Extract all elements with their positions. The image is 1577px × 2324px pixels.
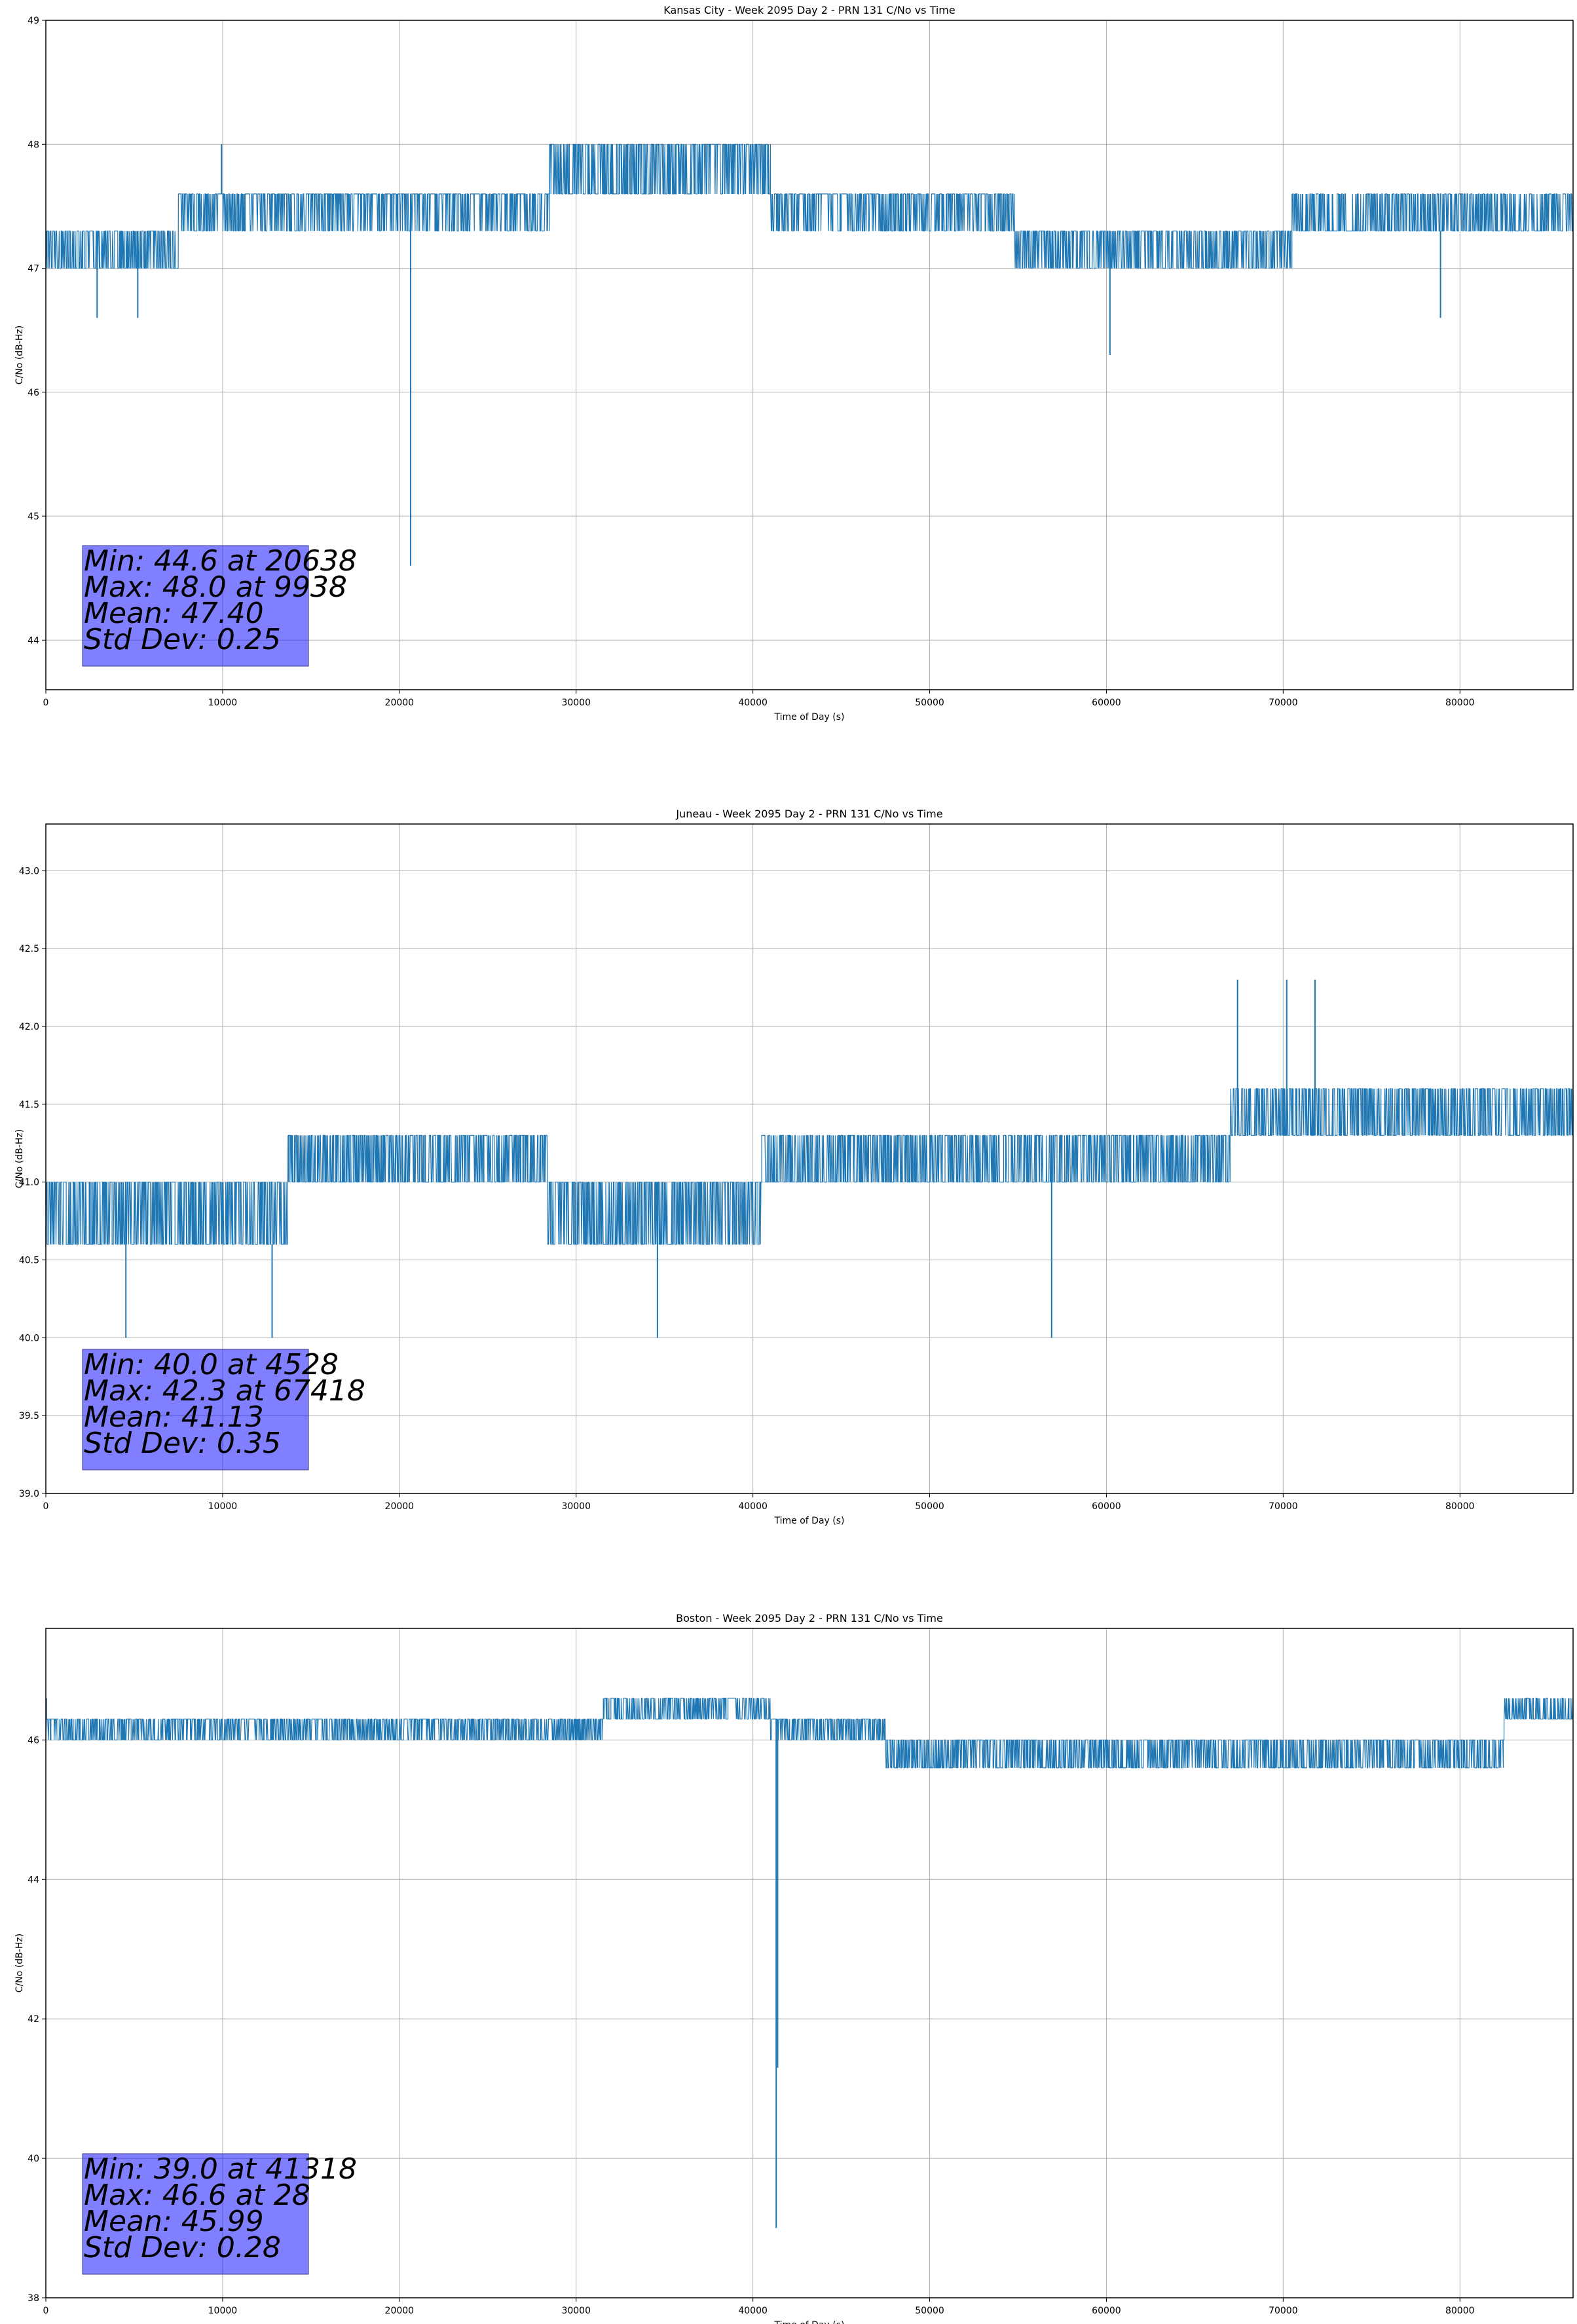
x-tick-label: 80000: [1445, 698, 1475, 708]
x-tick-label: 30000: [561, 2306, 591, 2316]
stats-line: Std Dev: 0.28: [84, 2231, 281, 2264]
y-tick-label: 40: [28, 2154, 39, 2164]
stats-box-background: [82, 2153, 309, 2275]
x-tick-label: 80000: [1445, 1501, 1475, 1512]
x-axis-label: Time of Day (s): [774, 712, 845, 722]
stats-line: Min: 40.0 at 4528: [84, 1348, 339, 1381]
y-tick-label: 47: [28, 264, 39, 274]
x-tick-label: 80000: [1445, 2306, 1475, 2316]
y-tick-label: 40.0: [19, 1333, 39, 1343]
x-tick-label: 60000: [1092, 1501, 1121, 1512]
plot-frame: [45, 20, 1574, 690]
x-tick-label: 50000: [915, 1501, 944, 1512]
x-tick-label: 60000: [1092, 698, 1121, 708]
y-tick-label: 39.5: [19, 1411, 39, 1421]
stats-line: Mean: 47.40: [84, 597, 264, 630]
x-tick-label: 10000: [208, 1501, 238, 1512]
chart-title: Kansas City - Week 2095 Day 2 - PRN 131 …: [663, 4, 955, 16]
y-tick-label: 45: [28, 512, 39, 522]
x-tick-label: 40000: [738, 698, 768, 708]
y-tick-label: 46: [28, 1735, 39, 1746]
y-tick-label: 42.0: [19, 1022, 39, 1032]
series-line: [45, 1697, 1574, 1769]
plot-frame: [45, 1628, 1574, 2298]
x-tick-label: 70000: [1269, 2306, 1298, 2316]
y-tick-label: 44: [28, 1875, 39, 1885]
stats-line: Min: 44.6 at 20638: [84, 544, 357, 578]
stats-line: Mean: 41.13: [84, 1400, 264, 1434]
stats-line: Std Dev: 0.35: [84, 1427, 281, 1460]
x-tick-label: 0: [43, 1501, 49, 1512]
chart-2: 0 10000 20000 30000 40000 50000 60000 70000 8000…: [14, 1612, 1574, 2324]
x-tick-label: 10000: [208, 698, 238, 708]
x-tick-label: 20000: [385, 698, 415, 708]
x-tick-label: 10000: [208, 2306, 238, 2316]
x-tick-label: 50000: [915, 2306, 944, 2316]
chart-0: 0 10000 20000 30000 40000 50000 60000 70000 8000…: [14, 4, 1574, 722]
series-line: [45, 143, 1573, 269]
x-axis-label: Time of Day (s): [774, 1516, 845, 1526]
y-tick-label: 43.0: [19, 866, 39, 876]
x-tick-label: 30000: [561, 698, 591, 708]
y-axis-label: C/No (dB-Hz): [14, 1129, 25, 1188]
y-axis-label: C/No (dB-Hz): [14, 1934, 25, 1993]
y-tick-label: 42.5: [19, 944, 39, 954]
y-tick-label: 41.5: [19, 1100, 39, 1110]
chart-title: Boston - Week 2095 Day 2 - PRN 131 C/No …: [676, 1612, 943, 1624]
stats-line: Max: 48.0 at 9938: [84, 571, 347, 604]
y-tick-label: 39.0: [19, 1489, 39, 1499]
y-tick-label: 41.0: [19, 1178, 39, 1188]
plot-frame: [45, 823, 1574, 1494]
y-tick-label: 44: [28, 635, 39, 646]
stats-line: Min: 39.0 at 41318: [84, 2152, 357, 2186]
x-tick-label: 70000: [1269, 1501, 1298, 1512]
stats-line: Std Dev: 0.25: [84, 623, 281, 656]
x-tick-label: 20000: [385, 2306, 415, 2316]
x-tick-label: 40000: [738, 2306, 768, 2316]
stats-line: Mean: 45.99: [84, 2205, 264, 2238]
x-tick-label: 20000: [385, 1501, 415, 1512]
x-tick-label: 0: [43, 698, 49, 708]
x-axis-label: Time of Day (s): [774, 2320, 845, 2324]
stats-line: Max: 46.6 at 28: [84, 2179, 310, 2212]
x-tick-label: 40000: [738, 1501, 768, 1512]
y-tick-label: 48: [28, 140, 39, 150]
chart-title: Juneau - Week 2095 Day 2 - PRN 131 C/No …: [675, 808, 942, 820]
y-tick-label: 49: [28, 16, 39, 26]
y-tick-label: 46: [28, 388, 39, 398]
stats-line: Max: 42.3 at 67418: [84, 1374, 365, 1408]
x-tick-label: 30000: [561, 1501, 591, 1512]
stats-box-background: [82, 545, 309, 667]
y-tick-label: 40.5: [19, 1255, 39, 1265]
y-tick-label: 38: [28, 2293, 39, 2304]
x-tick-label: 0: [43, 2306, 49, 2316]
stats-box-background: [82, 1349, 309, 1471]
x-tick-label: 50000: [915, 698, 944, 708]
x-tick-label: 60000: [1092, 2306, 1121, 2316]
y-tick-label: 42: [28, 2014, 39, 2025]
y-axis-label: C/No (dB-Hz): [14, 326, 25, 384]
series-line: [45, 1088, 1573, 1245]
chart-1: 0 10000 20000 30000 40000 50000 60000 70000 8000…: [14, 808, 1574, 1526]
x-tick-label: 70000: [1269, 698, 1298, 708]
